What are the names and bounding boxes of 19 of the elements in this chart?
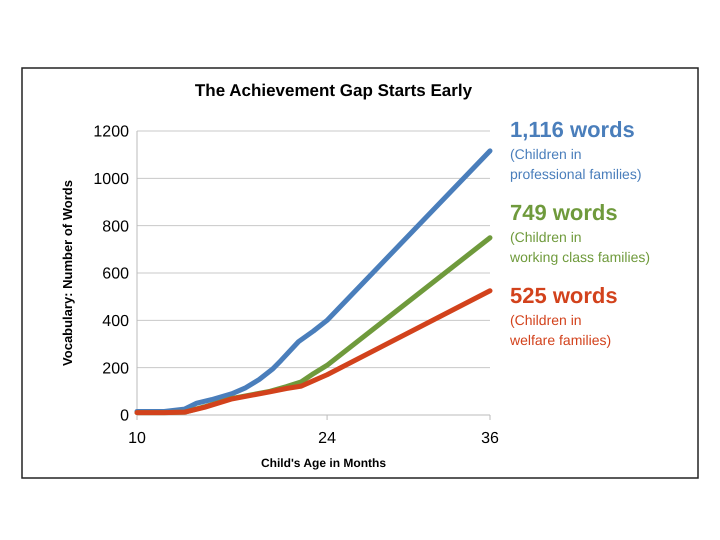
y-tick-label: 1200 bbox=[93, 124, 130, 141]
y-tick-label: 800 bbox=[102, 218, 130, 236]
text: (Children in welfare families) bbox=[509, 312, 612, 348]
series-label: (Children in professional families) bbox=[510, 146, 642, 182]
text: 525 words bbox=[510, 283, 618, 308]
y-axis-title: Vocabulary: Number of Words bbox=[60, 180, 75, 366]
y-tick-label: 200 bbox=[102, 360, 130, 378]
chart-title: The Achievement Gap Starts Early bbox=[194, 81, 473, 100]
x-tick-label: 36 bbox=[481, 430, 499, 447]
x-tick-label: 10 bbox=[128, 430, 146, 447]
y-tick-label: 400 bbox=[102, 312, 130, 330]
text: 749 words bbox=[510, 200, 618, 225]
y-tick-label: 600 bbox=[102, 266, 130, 283]
text: 1,116 words bbox=[510, 117, 635, 142]
y-tick-label: 1000 bbox=[93, 170, 130, 188]
series-label: (Children in working class families) bbox=[509, 229, 650, 265]
y-tick-label: 0 bbox=[120, 408, 130, 425]
x-axis-title: Child's Age in Months bbox=[260, 456, 386, 470]
x-tick-label: 24 bbox=[318, 430, 336, 447]
